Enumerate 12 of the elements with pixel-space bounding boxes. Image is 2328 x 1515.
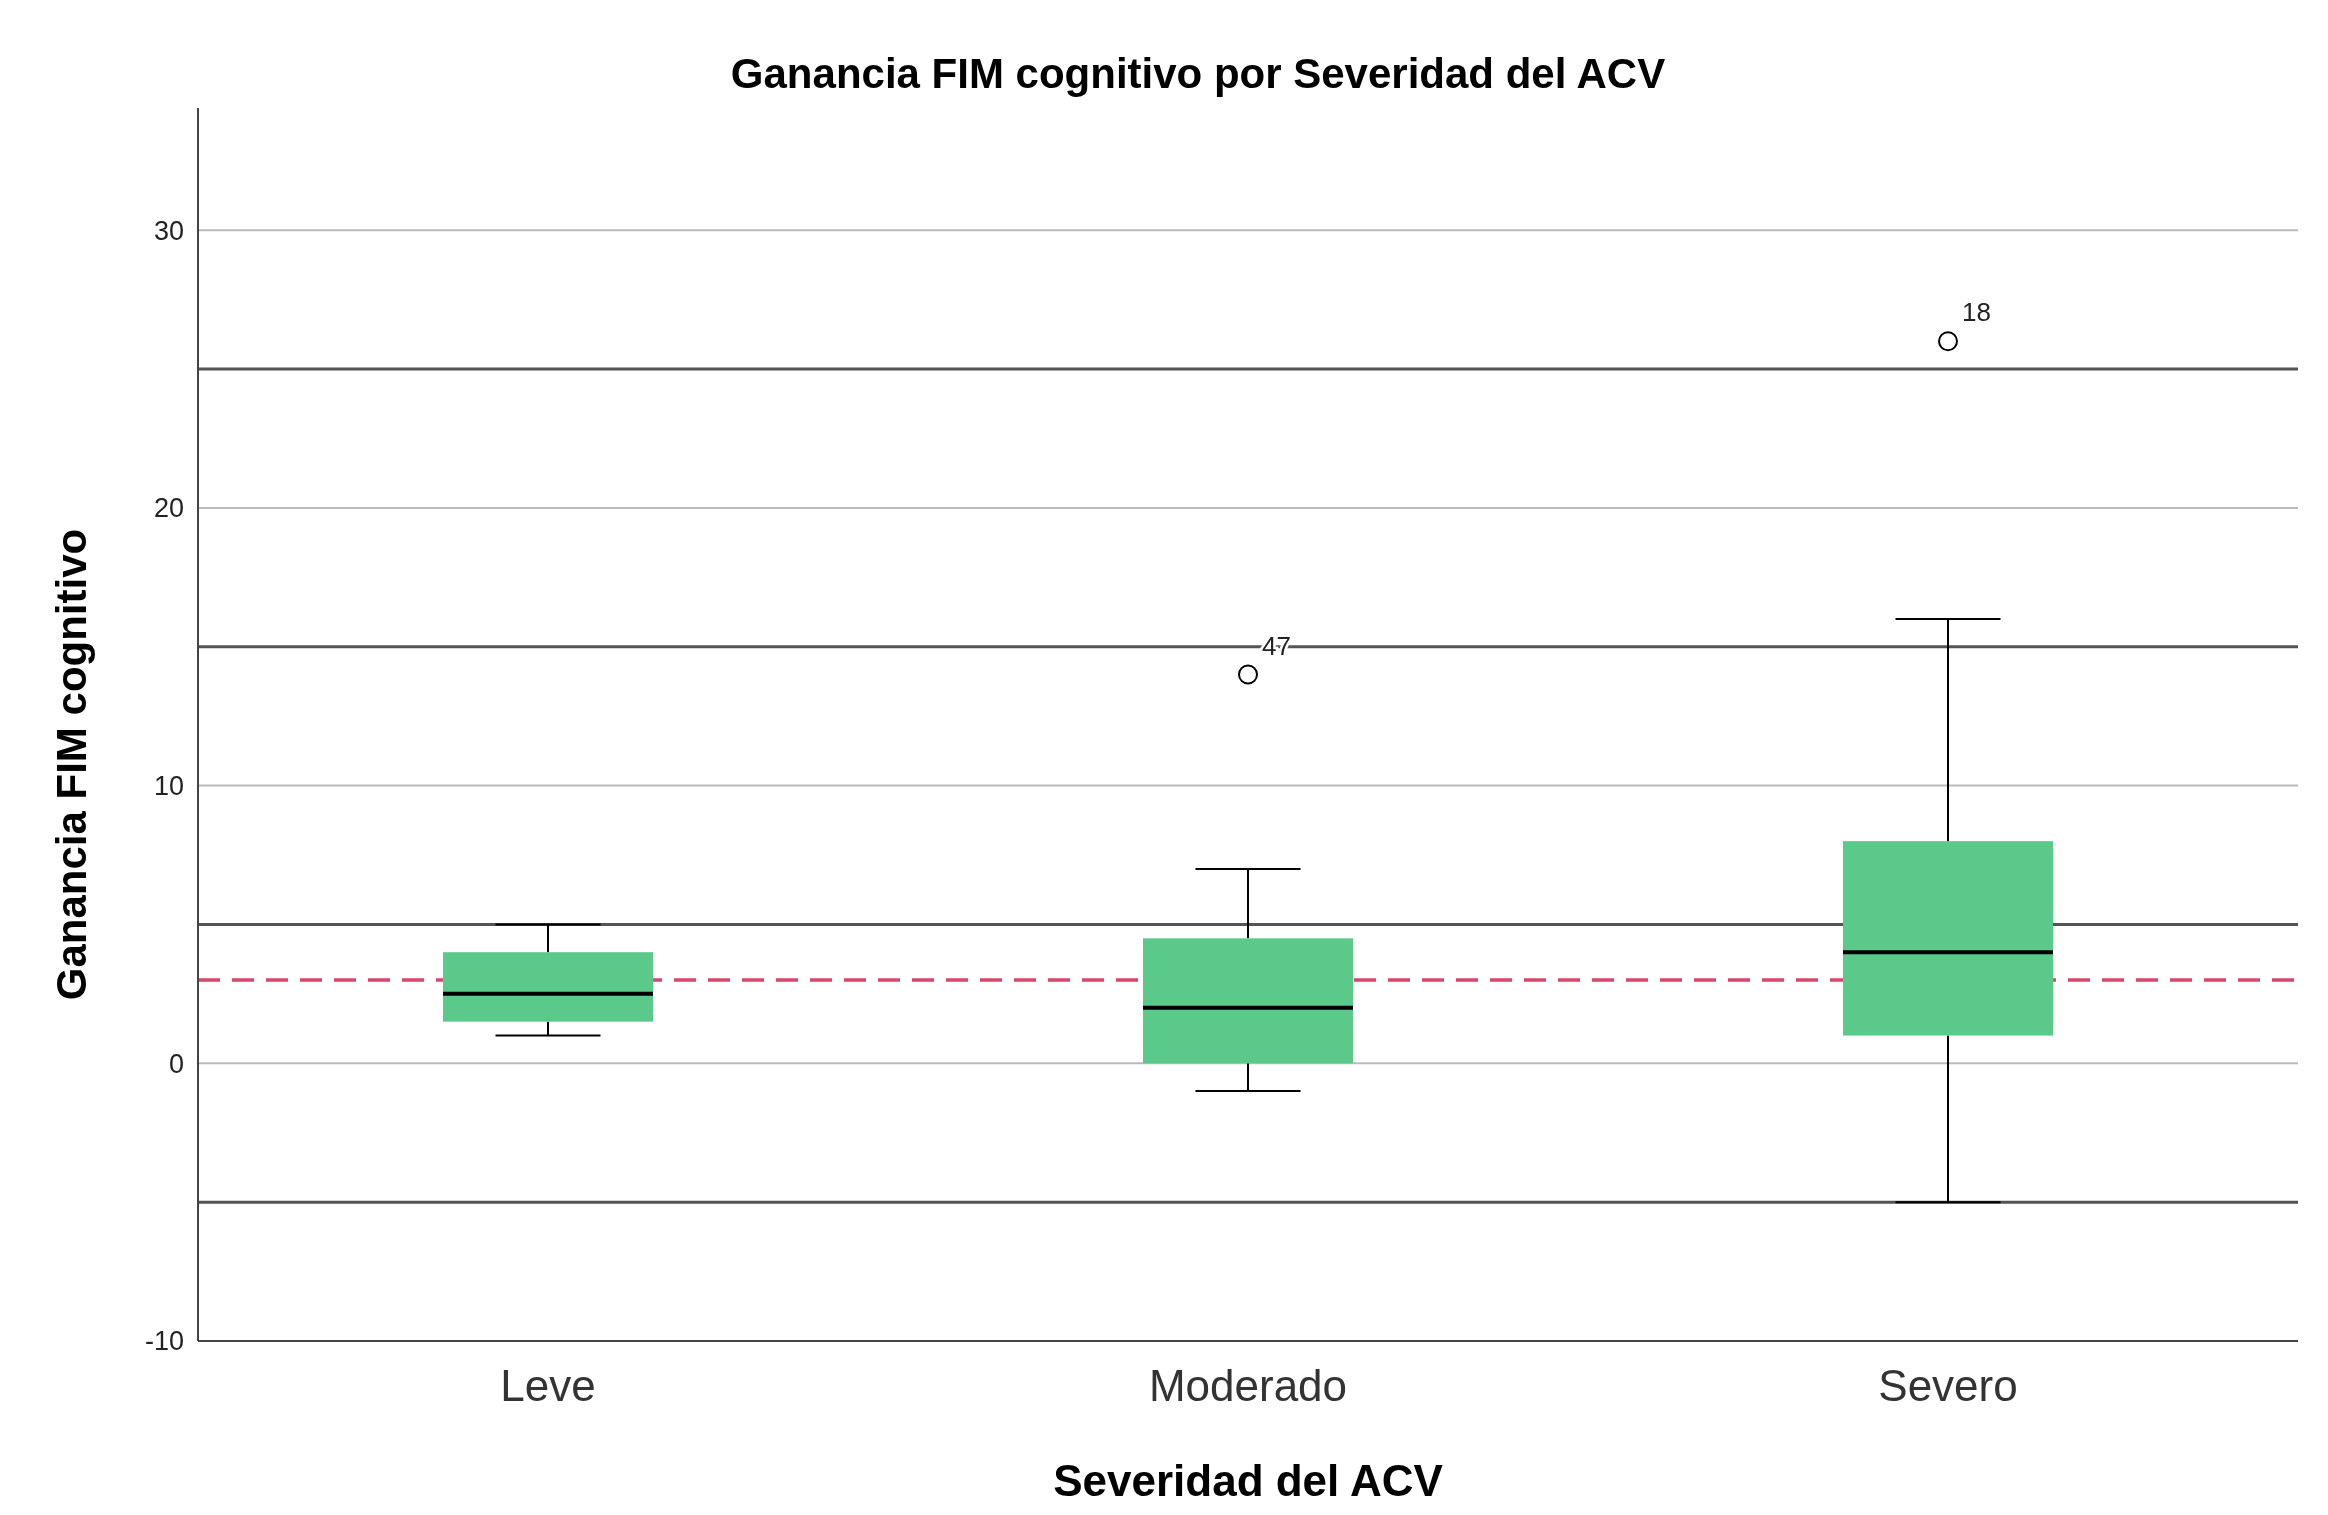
y-tick-label: 20 (153, 493, 184, 524)
y-tick-label: 10 (153, 771, 184, 802)
chart-title: Ganancia FIM cognitivo por Severidad del ACV (730, 50, 1666, 97)
y-tick-label: 0 (168, 1048, 184, 1079)
y-tick-label: 30 (153, 215, 184, 246)
y-tick-label: -10 (144, 1326, 184, 1357)
y-axis-title: Ganancia FIM cognitivo (48, 528, 95, 1001)
x-tick-label: Leve (500, 1361, 596, 1410)
x-axis-title: Severidad del ACV (1053, 1456, 1444, 1505)
x-tick-label: Moderado (1148, 1361, 1348, 1410)
annotation: 18 (1962, 297, 1991, 328)
x-tick-label: Severo (1878, 1361, 2018, 1410)
